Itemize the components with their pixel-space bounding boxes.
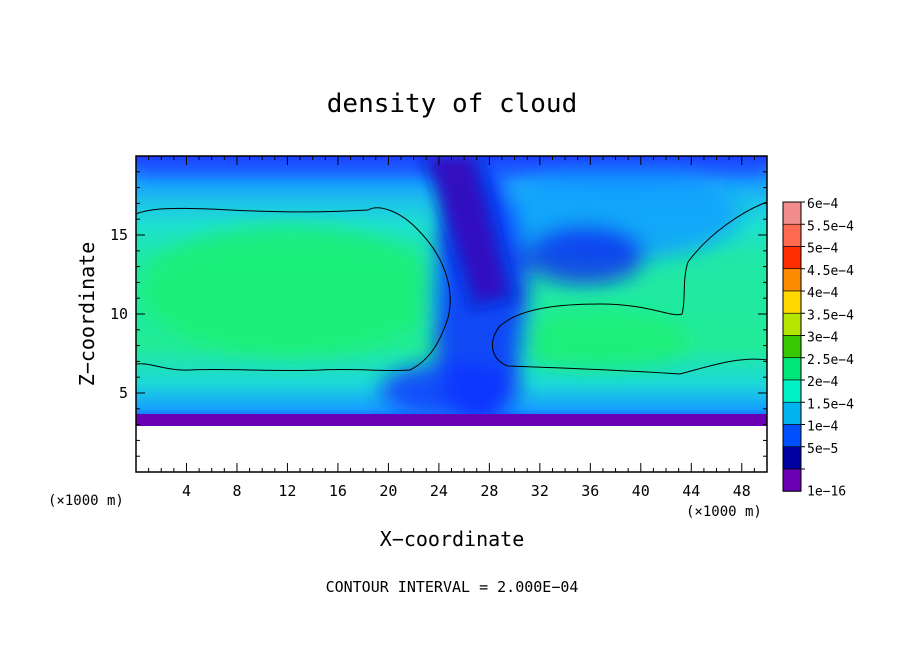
field-right-dark <box>525 225 645 285</box>
x-tick-label: 8 <box>232 482 241 500</box>
colorbar-label: 5e−5 <box>807 442 838 457</box>
colorbar-label: 1.5e−4 <box>807 397 854 412</box>
x-tick-label: 16 <box>329 482 347 500</box>
colorbar-swatch <box>782 223 802 247</box>
colorbar-swatch <box>782 268 802 292</box>
colorbar: 6e−4 5.5e−4 5e−4 4.5e−4 4e−4 3.5e−4 3e−4 2.5e−4… <box>782 197 854 499</box>
colorbar-frame <box>782 201 802 492</box>
y-tick-label: 15 <box>110 226 128 244</box>
colorbar-label: 5e−4 <box>807 242 838 257</box>
colorbar-label: 3e−4 <box>807 331 838 346</box>
x-tick-label: 20 <box>379 482 397 500</box>
density-field <box>136 156 767 472</box>
field-right-core <box>510 310 690 370</box>
colorbar-swatch <box>782 290 802 314</box>
field-left-core <box>140 225 440 355</box>
colorbar-swatch <box>782 424 802 448</box>
colorbar-swatch <box>782 335 802 359</box>
field-lower-blue <box>380 364 520 416</box>
x-tick-label: 4 <box>182 482 191 500</box>
colorbar-swatch <box>782 357 802 381</box>
x-tick-label: 28 <box>480 482 498 500</box>
colorbar-swatch <box>782 246 802 270</box>
colorbar-swatch <box>782 379 802 403</box>
x-ticks: 4 8 12 16 20 24 28 32 36 40 44 48 <box>148 156 755 500</box>
colorbar-label: 4e−4 <box>807 286 838 301</box>
x-tick-label: 24 <box>430 482 448 500</box>
colorbar-label: 1e−16 <box>807 484 846 499</box>
field-dry-tongue-edge <box>420 156 518 312</box>
x-tick-label: 32 <box>531 482 549 500</box>
colorbar-swatch <box>782 312 802 336</box>
colorbar-swatch <box>782 201 802 225</box>
cloud-free-region <box>136 426 767 472</box>
x-tick-label: 44 <box>682 482 700 500</box>
colorbar-label: 2.5e−4 <box>807 353 854 368</box>
x-tick-label: 48 <box>733 482 751 500</box>
colorbar-swatch <box>782 446 802 470</box>
colorbar-label: 4.5e−4 <box>807 264 854 279</box>
x-tick-label: 12 <box>278 482 296 500</box>
y-tick-label: 5 <box>119 384 128 402</box>
contour-left <box>136 207 451 372</box>
y-ticks: 5 10 15 <box>110 171 767 457</box>
colorbar-label: 6e−4 <box>807 197 838 212</box>
chart-title: density of cloud <box>327 89 577 119</box>
colorbar-swatch <box>782 468 802 492</box>
contour-interval-note: CONTOUR INTERVAL = 2.000E−04 <box>326 578 579 596</box>
x-axis-label: X−coordinate <box>380 527 525 551</box>
y-tick-label: 10 <box>110 305 128 323</box>
colorbar-label: 2e−4 <box>807 375 838 390</box>
cloud-base-band <box>136 414 767 426</box>
x-tick-label: 36 <box>581 482 599 500</box>
y-axis-label: Z−coordinate <box>75 242 99 387</box>
x-tick-label: 40 <box>632 482 650 500</box>
x-unit-label: (×1000 m) <box>686 504 762 520</box>
colorbar-label: 1e−4 <box>807 420 838 435</box>
colorbar-label: 3.5e−4 <box>807 308 854 323</box>
colorbar-label: 5.5e−4 <box>807 219 854 234</box>
y-unit-label: (×1000 m) <box>48 493 124 509</box>
colorbar-swatch <box>782 401 802 425</box>
contour-right <box>492 201 767 375</box>
